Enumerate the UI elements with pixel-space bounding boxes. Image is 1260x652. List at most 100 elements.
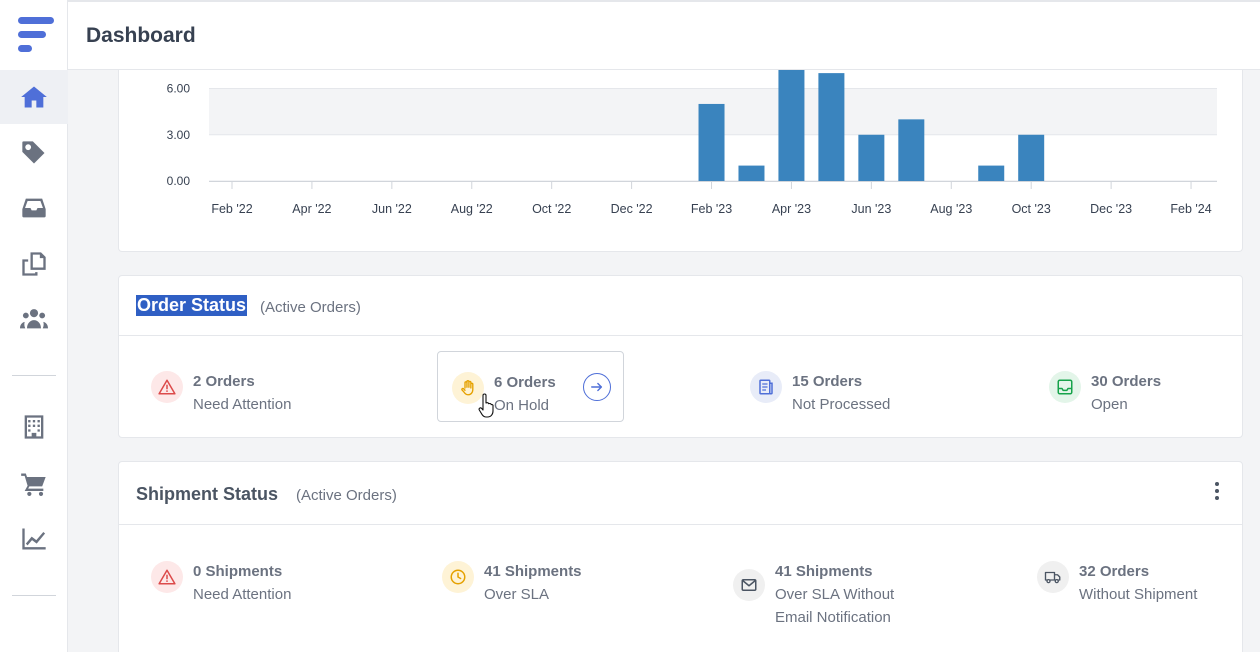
stat-label: Need Attention <box>193 586 292 603</box>
kebab-dot <box>1215 489 1219 493</box>
orders-bar-chart: 6.00 3.00 0.00 Feb '22 Apr '22 Jun '22 Aug '22… <box>167 70 1217 216</box>
stat-orders-open[interactable]: 30 Orders Open <box>1049 371 1161 416</box>
tag-icon <box>22 141 45 164</box>
shipment-status-subtitle: (Active Orders) <box>296 487 397 504</box>
truck-icon <box>1037 561 1069 593</box>
stat-orders-need-attention[interactable]: 2 Orders Need Attention <box>151 371 291 416</box>
view-on-hold-button[interactable] <box>583 373 611 401</box>
sidebar-item-documents[interactable] <box>0 237 68 291</box>
users-icon <box>20 309 48 329</box>
stat-label: Over SLA <box>484 586 550 603</box>
building-icon <box>24 415 44 439</box>
x-tick-label: Feb '22 <box>211 202 252 216</box>
orders-chart-card: 6.00 3.00 0.00 Feb '22 Apr '22 Jun '22 Aug '22… <box>118 70 1243 252</box>
chart-bar[interactable] <box>698 103 725 181</box>
sidebar-item-analytics[interactable] <box>0 512 68 566</box>
kebab-dot <box>1215 482 1219 486</box>
cart-icon <box>21 473 46 497</box>
stat-label: Need Attention <box>193 396 292 413</box>
stat-on-hold-content: 6 Orders On Hold <box>452 372 556 417</box>
stat-shipments-over-sla[interactable]: 41 Shipments Over SLA <box>442 561 582 606</box>
hand-pointer-cursor-icon <box>478 393 494 418</box>
x-tick-label: Oct '23 <box>1012 202 1051 216</box>
x-tick-label: Apr '22 <box>292 202 331 216</box>
x-tick-label: Feb '24 <box>1170 202 1211 216</box>
chart-bar[interactable] <box>1018 134 1045 181</box>
sidebar-item-users[interactable] <box>0 292 68 346</box>
stat-count: 0 Shipments <box>193 563 283 580</box>
x-tick-label: Aug '22 <box>451 202 493 216</box>
stat-orders-not-processed[interactable]: 15 Orders Not Processed <box>750 371 890 416</box>
order-status-subtitle: (Active Orders) <box>260 299 361 316</box>
stat-label: Open <box>1091 396 1128 413</box>
stat-orders-on-hold[interactable]: 6 Orders On Hold <box>437 351 624 422</box>
mail-icon <box>733 569 765 601</box>
clock-icon <box>442 561 474 593</box>
chart-bar[interactable] <box>898 119 925 181</box>
logo-icon <box>18 17 54 52</box>
stat-count: 32 Orders <box>1079 563 1150 580</box>
documents-icon <box>22 252 46 276</box>
warning-icon <box>151 371 183 403</box>
sidebar-item-cart[interactable] <box>0 457 68 511</box>
inbox-icon <box>22 198 46 218</box>
sidebar <box>0 0 68 652</box>
inbox-icon <box>1049 371 1081 403</box>
y-tick-label: 3.00 <box>167 128 191 142</box>
sidebar-item-inbox[interactable] <box>0 181 68 235</box>
chart-bar[interactable] <box>818 73 845 181</box>
hand-icon <box>452 372 484 404</box>
x-tick-label: Dec '23 <box>1090 202 1132 216</box>
shipment-status-card: Shipment Status (Active Orders) 0 Shipme… <box>118 461 1243 652</box>
sidebar-item-home[interactable] <box>0 70 68 124</box>
x-tick-label: Aug '23 <box>930 202 972 216</box>
stat-shipments-over-sla-no-email[interactable]: 41 Shipments Over SLA Without Email Noti… <box>733 561 894 629</box>
home-icon <box>21 86 47 108</box>
x-tick-label: Feb '23 <box>691 202 732 216</box>
y-tick-label: 0.00 <box>167 174 191 188</box>
shipment-status-title: Shipment Status <box>136 484 279 504</box>
x-tick-label: Apr '23 <box>772 202 811 216</box>
sidebar-divider <box>12 595 56 596</box>
order-status-header: Order Status (Active Orders) <box>119 276 1242 336</box>
page-title: Dashboard <box>86 24 196 47</box>
document-icon <box>750 371 782 403</box>
shipment-status-header: Shipment Status (Active Orders) <box>119 462 1242 525</box>
x-tick-label: Jun '22 <box>372 202 412 216</box>
y-tick-label: 6.00 <box>167 82 191 96</box>
sidebar-item-tags[interactable] <box>0 126 68 180</box>
sidebar-item-building[interactable] <box>0 400 68 454</box>
stat-count: 41 Shipments <box>775 563 873 580</box>
x-tick-label: Dec '22 <box>611 202 653 216</box>
stat-label: Without Shipment <box>1079 586 1198 603</box>
x-tick-label: Jun '23 <box>851 202 891 216</box>
stat-label: Not Processed <box>792 396 891 413</box>
stat-count: 30 Orders <box>1091 373 1162 390</box>
sidebar-divider <box>12 375 56 376</box>
x-tick-label: Oct '22 <box>532 202 571 216</box>
chart-bar[interactable] <box>738 165 765 181</box>
stat-orders-without-shipment[interactable]: 32 Orders Without Shipment <box>1037 561 1197 606</box>
stat-label: Over SLA Without <box>775 586 895 603</box>
order-status-title: Order Status <box>136 295 248 316</box>
top-header: Dashboard <box>68 0 1260 70</box>
stat-count: 2 Orders <box>193 373 255 390</box>
chart-bar[interactable] <box>778 70 805 181</box>
chart-bar[interactable] <box>858 134 885 181</box>
order-status-card: Order Status (Active Orders) 2 Orders Ne… <box>118 275 1243 438</box>
app-logo[interactable] <box>14 14 58 58</box>
more-options-button[interactable] <box>1214 482 1220 502</box>
stat-shipments-need-attention[interactable]: 0 Shipments Need Attention <box>151 561 291 606</box>
warning-icon <box>151 561 183 593</box>
stat-count: 41 Shipments <box>484 563 582 580</box>
main-content[interactable]: 6.00 3.00 0.00 Feb '22 Apr '22 Jun '22 Aug '22… <box>68 70 1260 652</box>
arrow-right-icon <box>591 382 603 392</box>
chart-bar[interactable] <box>978 165 1005 181</box>
stat-label-line-2: Email Notification <box>775 609 891 626</box>
stat-label: On Hold <box>494 397 550 414</box>
kebab-dot <box>1215 496 1219 500</box>
chart-line-icon <box>22 528 46 550</box>
stat-count: 6 Orders <box>494 374 556 391</box>
stat-count: 15 Orders <box>792 373 863 390</box>
